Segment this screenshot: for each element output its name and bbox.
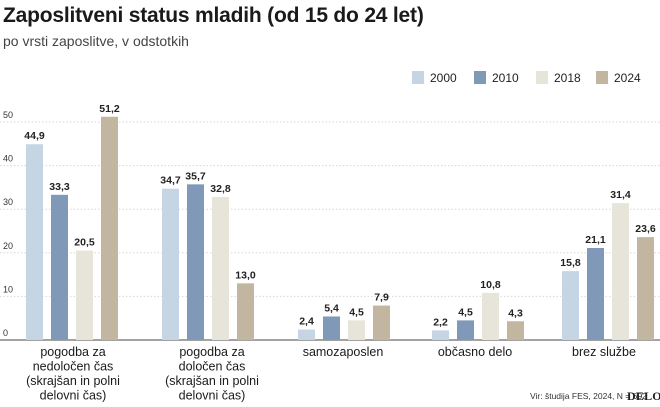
data-label: 32,8 (210, 183, 231, 195)
category-label: pogodba za določen čas (skrajšan in polni d… (165, 345, 259, 403)
bar-2000-2 (162, 188, 179, 340)
bar-2000-4 (432, 330, 449, 340)
data-label: 15,8 (560, 257, 581, 269)
legend-swatch-2010 (474, 71, 486, 84)
bar-2018-4 (482, 292, 499, 340)
bar-2024-2 (237, 283, 254, 340)
bar-2000-1 (26, 144, 43, 340)
bar-2018-2 (212, 196, 229, 340)
data-label: 20,5 (74, 237, 95, 249)
category-label-line: pogodba za (179, 345, 244, 359)
data-label: 2,4 (299, 316, 314, 328)
bar-2018-5 (612, 203, 629, 340)
category-label-line: brez službe (572, 345, 636, 359)
category-label: samozaposlen (303, 345, 384, 359)
source-note: Vir: študija FES, 2024, N = 602 (530, 391, 647, 401)
legend: 2000 2010 2018 2024 (412, 71, 641, 85)
bar-2024-1 (101, 116, 118, 340)
data-label: 23,6 (635, 223, 656, 235)
legend-swatch-2018 (536, 71, 548, 84)
brand-logo: DELO (627, 389, 660, 403)
data-label: 5,4 (324, 302, 339, 314)
legend-label-2010: 2010 (492, 71, 519, 85)
category-label: pogodba za nedoločen čas (skrajšan in poln… (26, 345, 120, 403)
category-label-line: delovni čas) (179, 389, 246, 403)
data-label: 34,7 (160, 175, 181, 187)
data-label: 4,3 (508, 307, 523, 319)
data-label: 33,3 (49, 181, 70, 193)
data-label: 21,1 (585, 234, 606, 246)
category-label: brez službe (572, 345, 636, 359)
y-tick-label: 40 (3, 154, 13, 164)
category-label-line: samozaposlen (303, 345, 384, 359)
category-label-line: (skrajšan in polni (26, 374, 120, 388)
bar-2010-3 (323, 316, 340, 340)
data-label: 51,2 (99, 103, 120, 115)
bar-2010-5 (587, 248, 604, 340)
y-tick-label: 50 (3, 110, 13, 120)
bar-2010-1 (51, 194, 68, 340)
gridlines (0, 121, 660, 341)
y-tick-label: 10 (3, 284, 13, 294)
chart-subtitle: po vrsti zaposlitve, v odstotkih (3, 33, 189, 49)
bars (26, 116, 654, 340)
category-label-line: pogodba za (40, 345, 105, 359)
data-label: 13,0 (235, 269, 256, 281)
data-label: 4,5 (349, 306, 364, 318)
data-label: 7,9 (374, 292, 389, 304)
legend-label-2018: 2018 (554, 71, 581, 85)
bar-2000-5 (562, 271, 579, 340)
y-tick-label: 20 (3, 241, 13, 251)
bar-2010-4 (457, 320, 474, 340)
category-label: občasno delo (438, 345, 512, 359)
bar-2024-5 (637, 237, 654, 340)
bar-2010-2 (187, 184, 204, 340)
legend-swatch-2000 (412, 71, 424, 84)
bar-2018-3 (348, 320, 365, 340)
category-label-line: občasno delo (438, 345, 512, 359)
data-label: 31,4 (610, 189, 631, 201)
legend-label-2024: 2024 (614, 71, 641, 85)
chart-title: Zaposlitveni status mladih (od 15 do 24 … (3, 4, 424, 27)
data-labels: 44,9 34,7 2,4 2,2 15,8 33,3 35,7 5,4 4,5 21,1 20,5… (24, 103, 656, 329)
bar-2018-1 (76, 250, 93, 340)
legend-label-2000: 2000 (430, 71, 457, 85)
y-tick-label: 30 (3, 197, 13, 207)
y-axis-ticks: 0 10 20 30 40 50 (3, 110, 13, 338)
y-tick-label: 0 (3, 328, 8, 338)
data-label: 2,2 (433, 316, 448, 328)
data-label: 44,9 (24, 130, 45, 142)
category-label-line: nedoločen čas (33, 360, 114, 374)
bar-2000-3 (298, 329, 315, 340)
data-label: 35,7 (185, 170, 206, 182)
x-axis-categories: pogodba za nedoločen čas (skrajšan in poln… (26, 345, 636, 403)
bar-2024-4 (507, 321, 524, 340)
category-label-line: delovni čas) (40, 389, 107, 403)
category-label-line: (skrajšan in polni (165, 374, 259, 388)
category-label-line: določen čas (179, 360, 246, 374)
data-label: 4,5 (458, 306, 473, 318)
bar-2024-3 (373, 305, 390, 340)
data-label: 10,8 (480, 279, 501, 291)
legend-swatch-2024 (596, 71, 608, 84)
